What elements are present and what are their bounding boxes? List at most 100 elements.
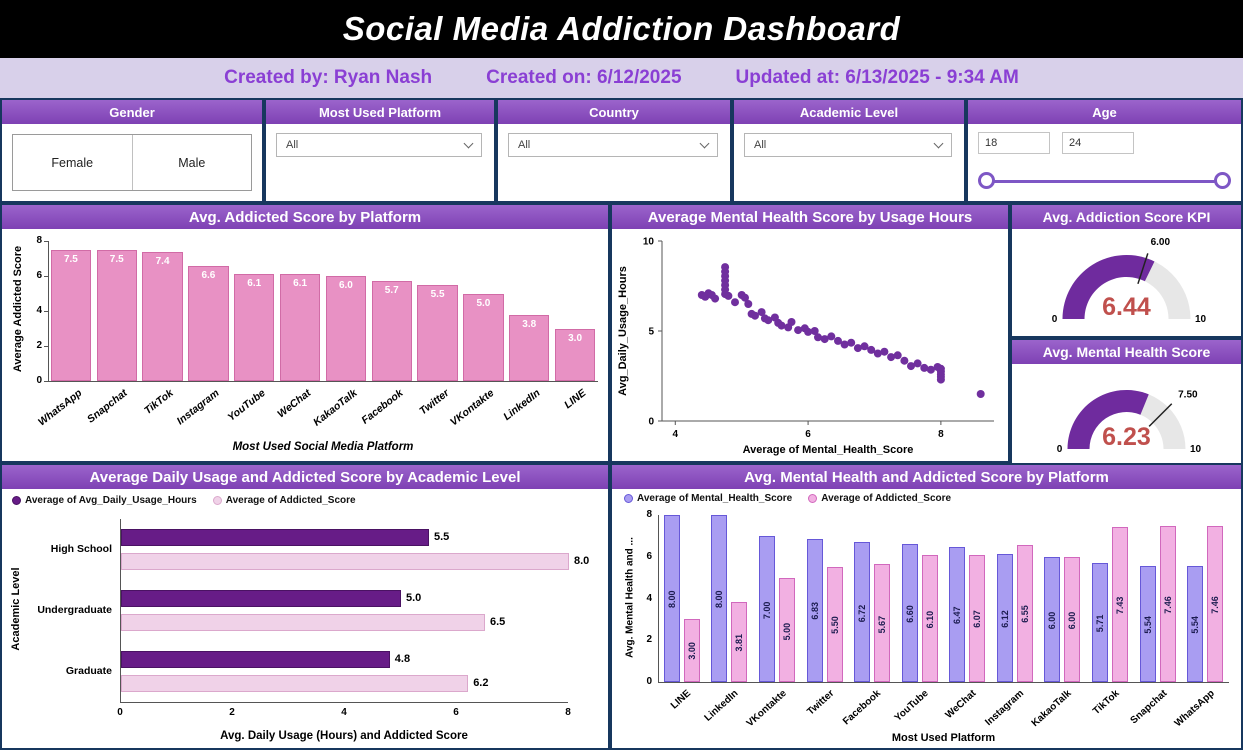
bar[interactable] [121,650,390,668]
scatter-point[interactable] [724,291,733,300]
bar[interactable]: 6.1 [234,274,275,381]
bar[interactable] [121,552,569,570]
scatter-point[interactable] [764,316,773,325]
scatter-point[interactable] [777,321,786,330]
scatter-point[interactable] [913,359,922,368]
legend-label: Average of Addicted_Score [225,495,356,506]
gauge-value-arc [1062,254,1155,319]
scatter-point[interactable] [711,294,720,303]
age-min-input[interactable] [978,132,1050,154]
bar[interactable]: 6.0 [325,276,367,381]
scatter-point[interactable] [976,390,985,398]
bar[interactable] [121,674,469,692]
age-slider-handle-min[interactable] [978,172,995,189]
bar[interactable] [121,589,401,607]
scatter-point[interactable] [860,342,869,351]
bar[interactable]: 5.71 [1092,562,1109,682]
legend-label: Average of Mental_Health_Score [637,493,793,504]
scatter-point[interactable] [920,363,929,372]
bar[interactable]: 6.07 [969,555,986,682]
scatter-point[interactable] [804,327,813,336]
bar[interactable]: 6.83 [806,539,823,682]
bar[interactable]: 7.4 [142,251,183,381]
bar[interactable]: 8.00 [663,515,680,682]
platform-slicer-body: All [266,124,494,201]
mental-addicted-by-platform-chart: Average of Mental_Health_Score Average of… [612,489,1241,748]
scatter-point[interactable] [853,344,862,353]
scatter-point[interactable] [814,333,822,342]
bar[interactable]: 6.55 [1016,545,1033,682]
country-dropdown[interactable]: All [508,133,718,157]
academic-level-dropdown[interactable]: All [744,133,952,157]
bar[interactable]: 7.43 [1112,526,1129,682]
bar[interactable]: 5.54 [1187,566,1204,682]
gender-option-male[interactable]: Male [132,135,251,190]
scatter-point[interactable] [880,347,889,356]
age-max-input[interactable] [1062,132,1134,154]
bar[interactable]: 5.7 [371,281,412,381]
bar[interactable]: 3.00 [683,619,700,682]
bar[interactable]: 7.5 [96,249,137,381]
age-range-slider[interactable] [978,168,1231,196]
bar[interactable]: 6.60 [901,544,918,682]
bar[interactable]: 5.0 [463,293,504,381]
scatter-point[interactable] [744,300,753,308]
scatter-point[interactable] [887,353,896,362]
bar[interactable]: 3.81 [731,602,748,682]
y-tick-label: 5 [648,327,654,338]
bar[interactable]: 6.00 [1064,556,1081,682]
bar[interactable]: 3.8 [509,314,550,381]
scatter-point[interactable] [834,336,842,345]
bar[interactable]: 7.46 [1207,526,1224,682]
scatter-point[interactable] [827,332,836,341]
age-slider-handle-max[interactable] [1214,172,1231,189]
bar[interactable] [121,613,485,631]
bar[interactable]: 6.12 [996,554,1013,682]
bar[interactable]: 3.0 [554,328,596,381]
bar[interactable]: 7.46 [1159,526,1176,682]
scatter-point[interactable] [787,318,796,326]
bar[interactable]: 6.6 [188,265,229,381]
scatter-point[interactable] [820,335,829,344]
gender-option-female[interactable]: Female [13,135,133,190]
gauge-value: 6.23 [1102,423,1151,451]
bar[interactable]: 5.00 [778,577,795,682]
bar[interactable]: 8.00 [711,515,728,682]
scatter-point[interactable] [907,362,915,371]
scatter-point[interactable] [873,349,882,358]
bar[interactable] [121,528,429,546]
gauge-target-tick [1137,253,1149,285]
scatter-point[interactable] [840,340,849,349]
addiction-kpi-title: Avg. Addiction Score KPI [1012,205,1241,229]
bar[interactable]: 6.72 [854,541,871,682]
bar[interactable]: 5.67 [874,563,891,682]
bar-value-label: 5.67 [877,615,888,633]
bar[interactable]: 6.10 [921,554,938,682]
platform-dropdown[interactable]: All [276,133,482,157]
bar[interactable]: 7.5 [50,249,92,381]
scatter-point[interactable] [867,345,876,354]
bar[interactable]: 5.5 [417,284,458,381]
scatter-point[interactable] [757,308,766,317]
scatter-point[interactable] [936,375,945,384]
bar[interactable]: 6.47 [949,546,966,682]
bar[interactable]: 6.00 [1044,556,1061,682]
scatter-point[interactable] [794,326,803,335]
bar[interactable]: 5.54 [1139,566,1156,682]
gauge-min-label: 0 [1052,314,1058,325]
scatter-point[interactable] [847,338,856,347]
bar[interactable]: 7.00 [758,535,775,682]
scatter-point[interactable] [741,293,749,302]
scatter-point[interactable] [810,327,819,335]
scatter-point[interactable] [900,356,909,365]
scatter-point[interactable] [731,298,739,307]
x-tick-label: 4 [341,707,347,718]
scatter-point[interactable] [926,365,935,374]
bar[interactable]: 6.1 [279,274,321,381]
x-category-label: TikTok [142,387,176,417]
x-tick-label: 2 [229,707,235,718]
x-category-label: YouTube [893,688,932,724]
scatter-point[interactable] [751,311,759,320]
bar[interactable]: 5.50 [826,567,843,682]
scatter-point[interactable] [893,351,902,360]
